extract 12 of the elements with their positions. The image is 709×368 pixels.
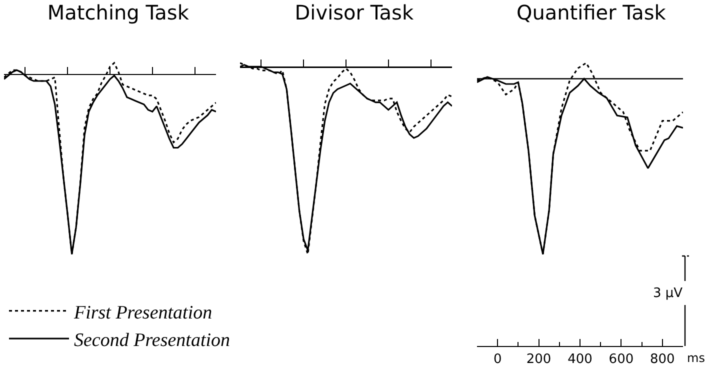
x-tick-label: 200 [526,352,551,367]
x-axis-title: ms [686,351,705,365]
x-tick-label: 800 [650,352,674,367]
text: 3 µV [652,286,682,301]
x-tick-label: 0 [493,352,502,367]
x-tick-label: 400 [567,352,592,367]
chart-title: Matching Task [47,0,190,25]
chart-title: Quantifier Task [516,0,666,25]
chart-title: Divisor Task [295,0,414,25]
legend-label: Second Presentation [74,330,230,351]
x-tick-label: 600 [608,352,634,367]
legend-label: First Presentation [73,302,212,324]
